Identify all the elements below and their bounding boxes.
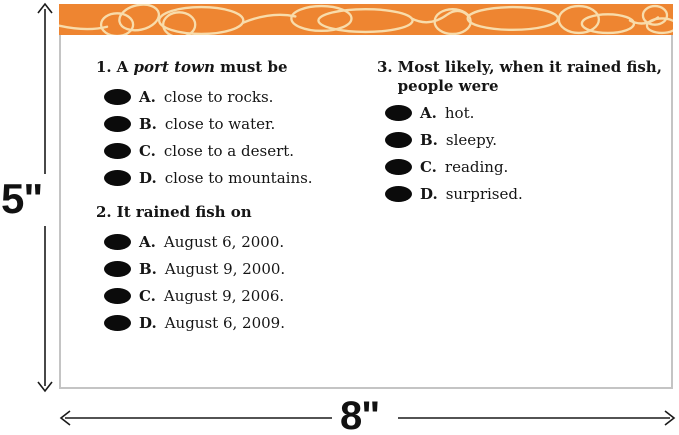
question-3-options: A. hot. B. sleepy. C. reading. D. surpri… bbox=[377, 104, 662, 203]
option-row: D. surprised. bbox=[385, 185, 662, 203]
option-row: B. August 9, 2000. bbox=[104, 260, 286, 278]
quiz-card: 1. A port town must be A. close to rocks… bbox=[59, 4, 673, 389]
option-text: close to water. bbox=[164, 115, 276, 133]
question-3-prompt: 3. Most likely, when it rained fish, peo… bbox=[377, 58, 662, 96]
answer-bubble bbox=[104, 143, 131, 159]
option-row: D. August 6, 2009. bbox=[104, 314, 285, 332]
option-letter: A. bbox=[139, 233, 156, 251]
option-letter: C. bbox=[139, 142, 156, 160]
arrowhead-down-icon bbox=[37, 381, 53, 393]
option-letter: C. bbox=[420, 158, 437, 176]
option-text: hot. bbox=[444, 104, 475, 122]
option-row: B. close to water. bbox=[104, 115, 313, 133]
answer-bubble bbox=[104, 116, 131, 132]
option-row: C. close to a desert. bbox=[104, 142, 313, 160]
option-text: August 9, 2006. bbox=[163, 287, 285, 305]
doodle-circles-pattern bbox=[59, 4, 673, 35]
question-3: 3. Most likely, when it rained fish, peo… bbox=[377, 58, 662, 213]
question-2-prompt: 2. It rained fish on bbox=[96, 203, 285, 222]
answer-bubble bbox=[104, 315, 131, 331]
option-letter: A. bbox=[139, 88, 156, 106]
question-3-text: Most likely, when it rained fish, people… bbox=[397, 58, 662, 95]
option-row: B. sleepy. bbox=[385, 131, 662, 149]
height-dimension-label: 5" bbox=[1, 175, 43, 222]
option-row: A. close to rocks. bbox=[104, 88, 313, 106]
option-text: surprised. bbox=[445, 185, 523, 203]
option-text: sleepy. bbox=[445, 131, 498, 149]
option-letter: A. bbox=[420, 104, 437, 122]
option-row: A. hot. bbox=[385, 104, 662, 122]
answer-bubble bbox=[104, 170, 131, 186]
answer-bubble bbox=[385, 132, 412, 148]
question-1-prompt: 1. A port town must be bbox=[96, 58, 313, 77]
decorative-band bbox=[59, 4, 673, 35]
option-row: C. August 9, 2006. bbox=[104, 287, 285, 305]
option-text: close to a desert. bbox=[163, 142, 295, 160]
option-letter: D. bbox=[139, 169, 157, 187]
answer-bubble bbox=[385, 159, 412, 175]
option-letter: B. bbox=[420, 131, 438, 149]
option-text: close to rocks. bbox=[163, 88, 274, 106]
option-text: reading. bbox=[444, 158, 509, 176]
option-row: C. reading. bbox=[385, 158, 662, 176]
option-letter: C. bbox=[139, 287, 156, 305]
question-3-number: 3. bbox=[377, 58, 393, 76]
answer-bubble bbox=[104, 89, 131, 105]
arrowhead-left-icon bbox=[59, 410, 71, 426]
answer-bubble bbox=[104, 261, 131, 277]
option-letter: B. bbox=[139, 260, 157, 278]
question-1-number: 1. bbox=[96, 58, 112, 76]
arrowhead-right-icon bbox=[664, 410, 676, 426]
option-letter: B. bbox=[139, 115, 157, 133]
option-row: A. August 6, 2000. bbox=[104, 233, 285, 251]
answer-bubble bbox=[385, 105, 412, 121]
arrowhead-up-icon bbox=[37, 2, 53, 14]
option-row: D. close to mountains. bbox=[104, 169, 313, 187]
answer-bubble bbox=[385, 186, 412, 202]
question-2-number: 2. bbox=[96, 203, 112, 221]
question-2: 2. It rained fish on A. August 6, 2000. … bbox=[96, 203, 285, 342]
option-text: August 6, 2009. bbox=[164, 314, 285, 332]
question-1-text: A port town must be bbox=[116, 58, 288, 76]
option-text: close to mountains. bbox=[164, 169, 313, 187]
option-text: August 9, 2000. bbox=[164, 260, 286, 278]
answer-bubble bbox=[104, 288, 131, 304]
option-letter: D. bbox=[139, 314, 157, 332]
question-1: 1. A port town must be A. close to rocks… bbox=[96, 58, 313, 197]
option-text: August 6, 2000. bbox=[163, 233, 285, 251]
width-dimension-label: 8" bbox=[340, 394, 380, 435]
answer-bubble bbox=[104, 234, 131, 250]
option-letter: D. bbox=[420, 185, 438, 203]
question-2-text: It rained fish on bbox=[116, 203, 252, 221]
question-2-options: A. August 6, 2000. B. August 9, 2000. C.… bbox=[96, 233, 286, 332]
question-1-options: A. close to rocks. B. close to water. C.… bbox=[96, 88, 313, 187]
